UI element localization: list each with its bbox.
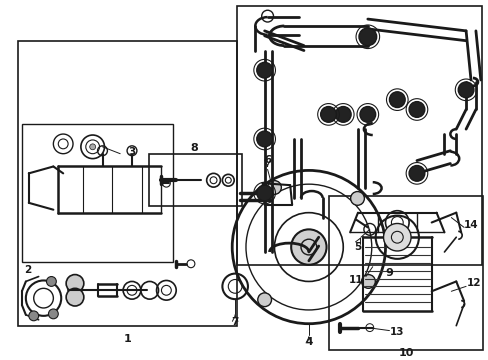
Circle shape [256,62,272,78]
Bar [18,41,237,326]
Circle shape [290,229,326,265]
Text: 14: 14 [463,220,477,230]
Text: 7: 7 [231,317,238,327]
Circle shape [256,131,272,147]
Circle shape [408,166,424,181]
Text: 1: 1 [123,334,131,345]
Bar [237,6,481,265]
Circle shape [335,107,350,122]
Bar [22,124,173,262]
Text: 3: 3 [128,147,135,157]
Text: 11: 11 [348,275,363,285]
Circle shape [267,181,281,194]
Circle shape [89,144,96,150]
Circle shape [358,28,376,46]
Text: 4: 4 [305,337,312,347]
Circle shape [457,82,473,98]
Circle shape [46,276,56,286]
Bar [328,196,482,350]
Circle shape [48,309,58,319]
Circle shape [359,107,375,122]
Circle shape [66,288,83,306]
Text: 8: 8 [190,143,197,153]
Circle shape [66,275,83,292]
Text: 9: 9 [385,267,392,278]
Circle shape [361,275,375,288]
Text: 13: 13 [389,327,404,337]
Circle shape [256,185,272,201]
Circle shape [350,192,364,205]
Circle shape [29,311,39,321]
Text: 10: 10 [398,348,413,358]
Circle shape [257,293,271,307]
Circle shape [320,107,336,122]
Text: 2: 2 [24,265,31,275]
Circle shape [388,92,405,108]
Text: 5: 5 [354,242,361,252]
Circle shape [408,102,424,117]
Text: 6: 6 [264,154,271,165]
Text: 12: 12 [466,278,480,288]
Bar [148,154,242,206]
Circle shape [383,224,410,251]
